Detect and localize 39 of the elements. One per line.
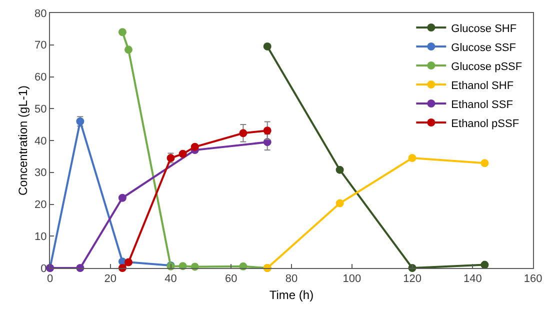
point [124, 46, 132, 54]
x-tick-label: 20 [104, 273, 117, 286]
point [124, 258, 132, 266]
y-tick-label: 60 [34, 72, 47, 84]
x-tick-label: 40 [164, 273, 177, 286]
point [480, 260, 489, 269]
y-tick-label: 50 [34, 103, 47, 116]
x-axis-title: Time (h) [269, 288, 314, 302]
point [178, 150, 187, 158]
y-tick-label: 20 [34, 199, 47, 212]
legend-label: Glucose pSSF [451, 60, 522, 73]
y-tick-label: 10 [34, 230, 47, 243]
x-tick-label: 160 [524, 273, 542, 286]
x-tick-label: 80 [285, 273, 298, 286]
point [263, 126, 272, 135]
point [118, 28, 126, 36]
y-tick-label: 80 [34, 8, 47, 20]
x-tick-label: 140 [463, 273, 482, 286]
legend-label: Ethanol SHF [451, 80, 514, 92]
legend-label: Ethanol pSSF [451, 118, 520, 130]
x-tick-label: 60 [225, 273, 238, 286]
legend-label: Glucose SSF [451, 42, 516, 54]
x-tick-label: 120 [403, 273, 422, 286]
point [336, 166, 344, 174]
point [336, 199, 344, 208]
y-tick-label: 0 [40, 262, 47, 275]
point [190, 142, 199, 151]
legend-label: Ethanol SSF [451, 98, 514, 111]
point [263, 42, 272, 50]
point [239, 129, 248, 138]
point [408, 154, 416, 162]
y-tick-label: 70 [34, 40, 47, 52]
point [118, 194, 126, 202]
x-tick-label: 100 [342, 273, 362, 286]
y-axis-title: Concentration (gL-1) [16, 85, 30, 196]
y-tick-label: 40 [34, 135, 47, 148]
y-tick-label: 30 [34, 167, 47, 180]
point [480, 159, 489, 168]
legend-label: Glucose SHF [451, 22, 517, 35]
